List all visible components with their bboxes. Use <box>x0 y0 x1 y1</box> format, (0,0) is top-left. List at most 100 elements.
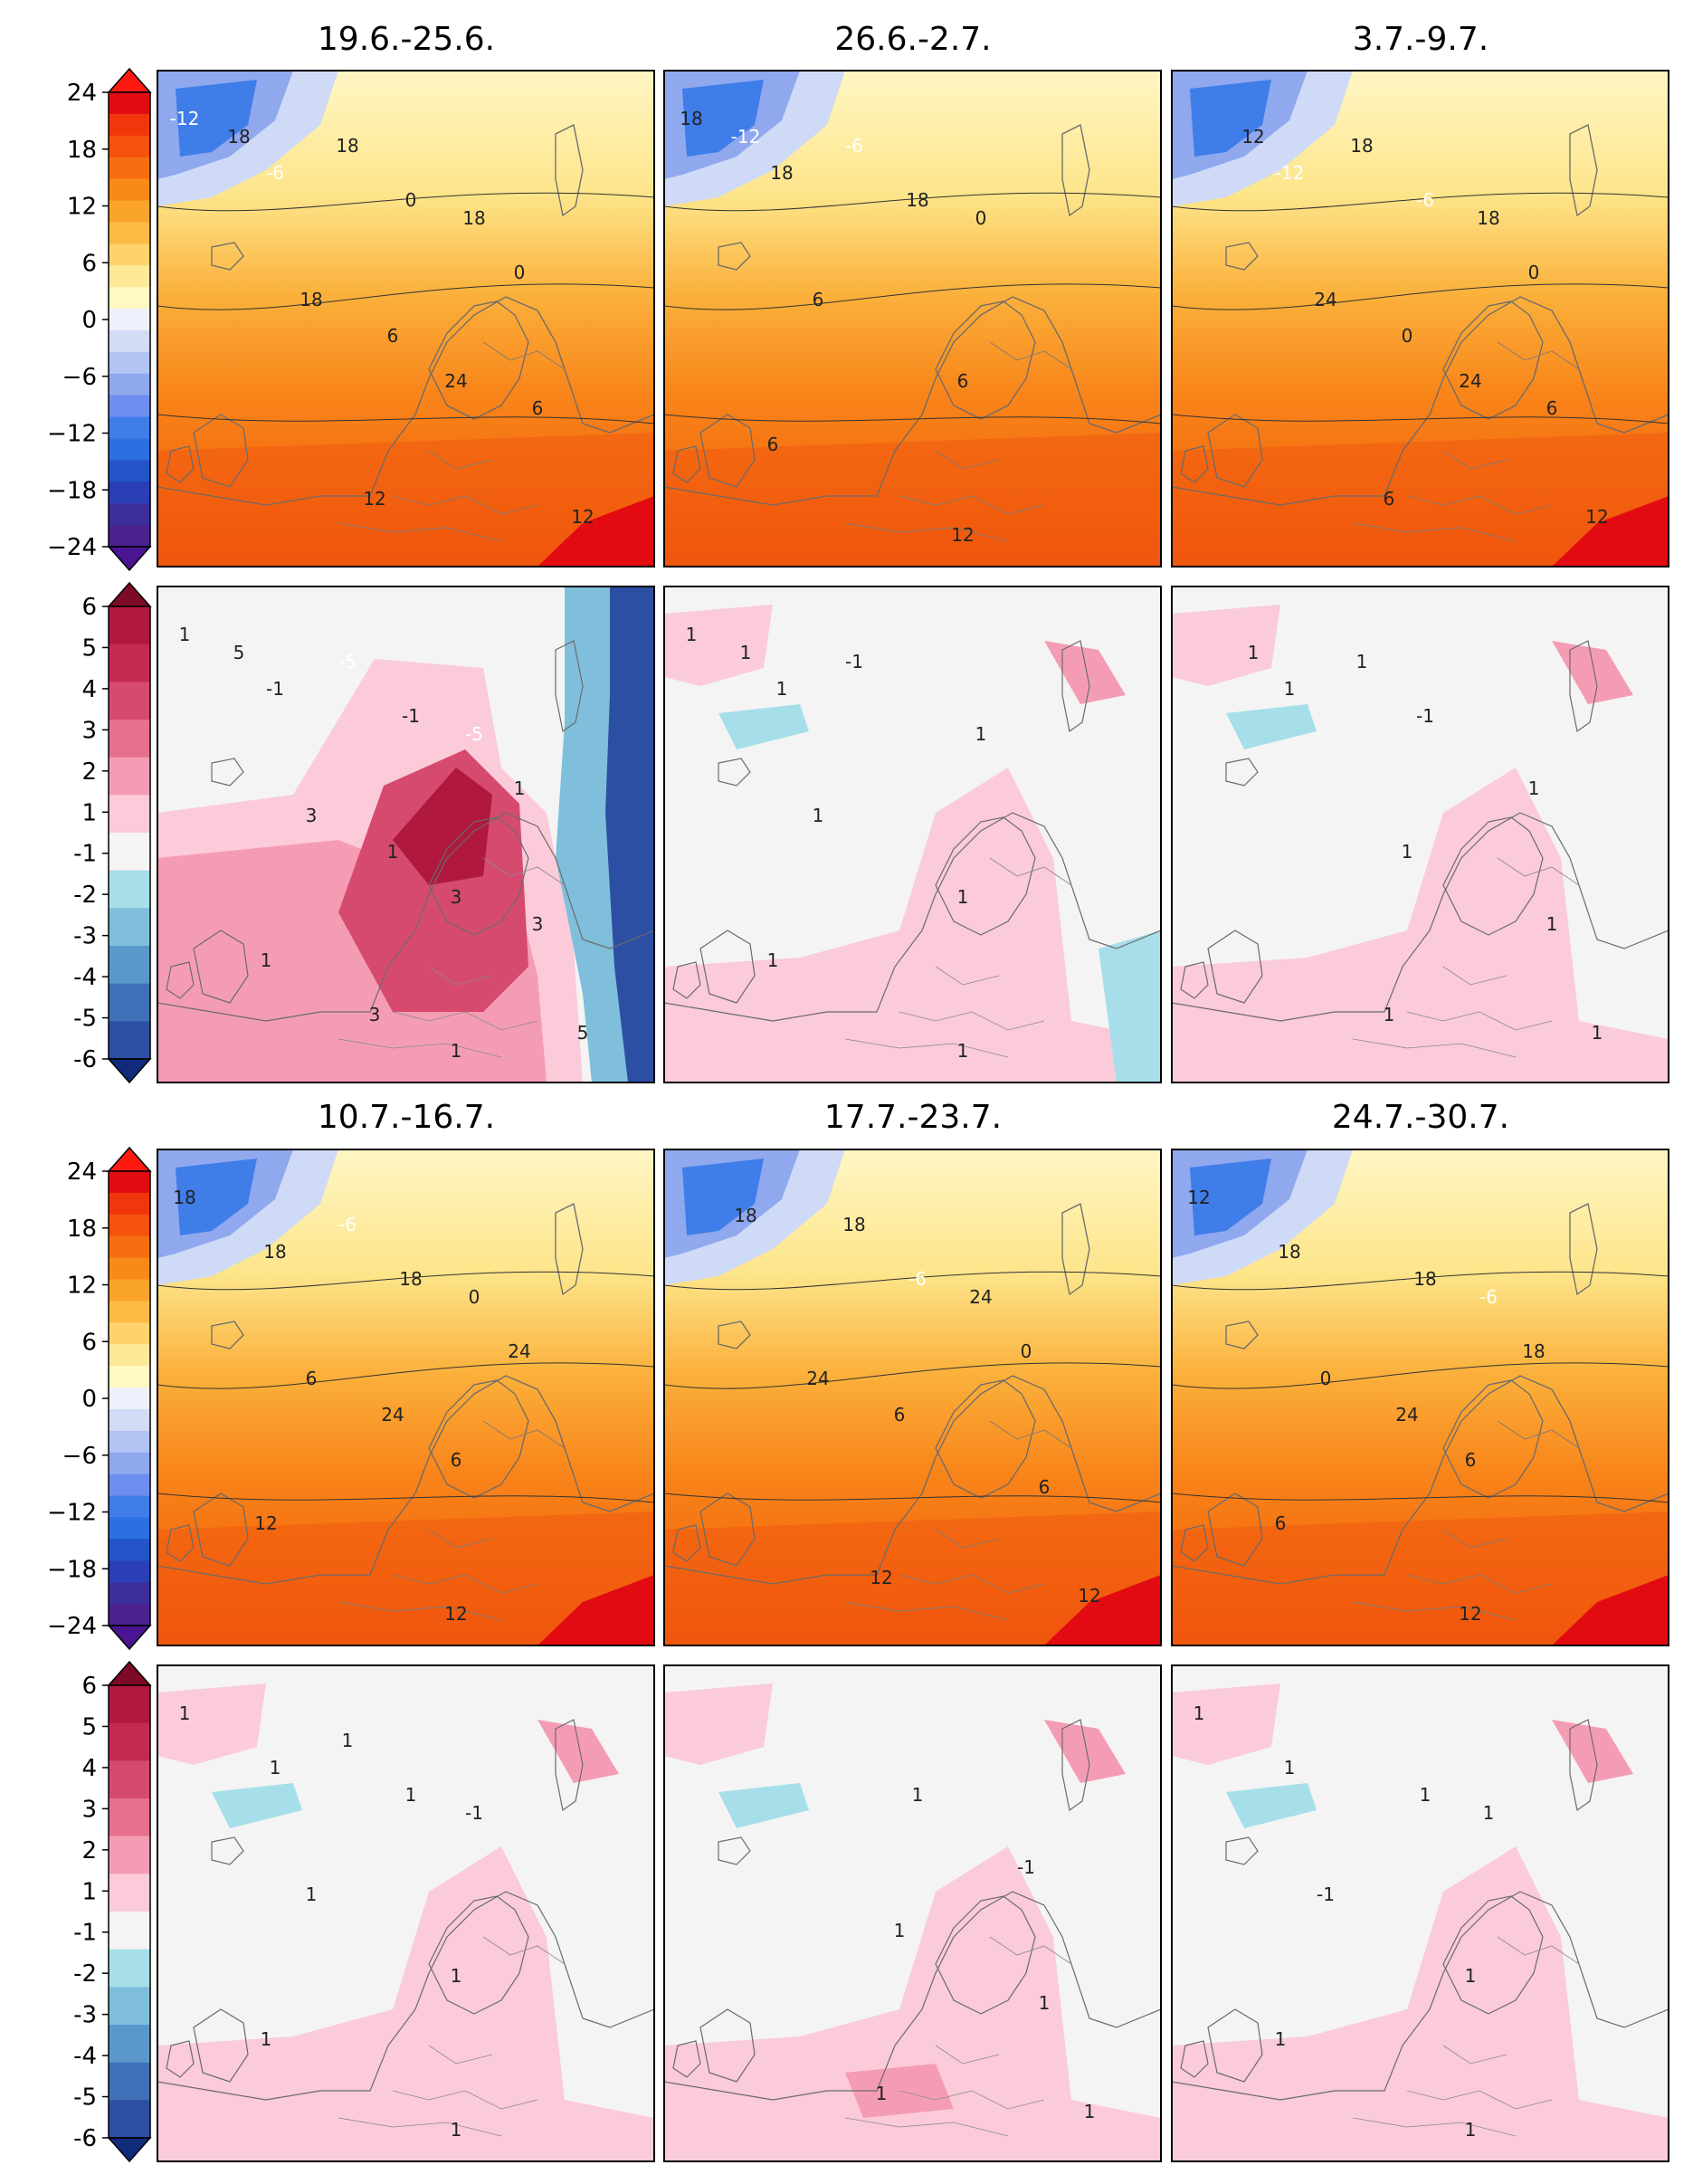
colorbar-tick-label: -2 <box>73 882 97 909</box>
colorbar-segment <box>109 1388 150 1410</box>
contour-label: 1 <box>270 1757 281 1779</box>
colorbar-segment <box>109 1874 150 1912</box>
coastline <box>935 1895 1036 2015</box>
colorbar-segment <box>109 606 150 645</box>
period-title-2: 26.6.-2.7. <box>834 21 991 58</box>
isotherm <box>157 414 654 424</box>
contour-label: 3 <box>532 913 544 935</box>
coastline <box>555 124 584 217</box>
colorbar-tick-label: −24 <box>47 1613 97 1640</box>
coastline <box>157 1891 654 2161</box>
colorbar-under-arrow <box>107 546 152 572</box>
contour-label: 1 <box>1528 777 1540 799</box>
anomaly-map-panel: 1 -1 1 1 1 1 1 1 <box>1171 1664 1669 2162</box>
contour-label: 1 <box>1465 2119 1477 2141</box>
contour-label: 24 <box>1395 1404 1418 1426</box>
contour-label: 1 <box>451 1040 462 1062</box>
isotherm <box>157 1362 654 1389</box>
contour-label: 1 <box>387 841 399 863</box>
greenland-cold-area <box>682 1159 764 1235</box>
contour-label: 0 <box>514 262 526 283</box>
colorbar-tick-label: 6 <box>81 250 97 277</box>
greenland-cold-area <box>176 1159 257 1235</box>
coastline <box>1172 812 1669 1082</box>
contour-label: 0 <box>1320 1368 1332 1389</box>
coastline <box>1207 2008 1263 2083</box>
contour-label: 5 <box>233 642 245 663</box>
coastline <box>428 816 529 936</box>
coastline <box>718 1836 751 1865</box>
coastline <box>672 445 701 483</box>
contour-label: 18 <box>173 1187 195 1208</box>
coastline <box>699 414 756 488</box>
colorbar-tick-label: -3 <box>73 2002 97 2029</box>
map-panels: -12 -6 0 0 6 6 12 12 18 18 18 18 24 1 -1 -1 1 1 3 3 5 5 -5 -5 3 3… <box>157 70 1669 2162</box>
colorbar-tick-label: 5 <box>81 1713 97 1741</box>
contour-label: 6 <box>532 397 544 419</box>
colorbar-segment <box>109 92 150 115</box>
colorbar-segment <box>109 1408 150 1432</box>
colorbar-segment <box>109 983 150 1022</box>
contour-label: 18 <box>1522 1340 1545 1362</box>
temperature-map-panel: -12 -6 0 6 6 6 12 18 18 18 <box>663 70 1162 567</box>
colorbar-over-arrow <box>107 581 152 607</box>
colorbar-segment <box>109 2025 150 2064</box>
coastline <box>428 1379 529 1499</box>
contour-label: 1 <box>1284 678 1296 700</box>
colorbar-tick-label: 18 <box>67 137 97 164</box>
colorbar-segment <box>109 644 150 682</box>
contour-label: 12 <box>1459 1603 1481 1625</box>
coastline <box>1569 1203 1598 1296</box>
coastline <box>1180 1524 1209 1562</box>
isotherm <box>664 283 1161 310</box>
contour-label: 24 <box>1459 370 1481 392</box>
colorbar-segment <box>109 329 150 353</box>
contour-label: 0 <box>469 1286 480 1308</box>
anomaly-map-panel: 1 -1 1 1 1 1 <box>663 1664 1162 2162</box>
colorbar-tick-label: −12 <box>47 421 97 448</box>
contour-label: -6 <box>1479 1286 1498 1308</box>
coastline <box>699 1493 756 1567</box>
coastline <box>1207 414 1263 488</box>
contour-label: 12 <box>1241 126 1264 148</box>
colorbar-tick-label: 4 <box>81 1755 97 1782</box>
contour-label: 24 <box>1314 289 1336 310</box>
cold-anomaly-area <box>718 704 809 749</box>
contour-label: 3 <box>369 1004 381 1025</box>
greenland-cold-area <box>1190 80 1271 157</box>
colorbar-tick-label: −12 <box>47 1500 97 1527</box>
temperature-map-panel: -6 0 6 6 12 12 18 18 24 24 <box>663 1149 1162 1646</box>
coastline <box>1442 1895 1544 2015</box>
contour-label: 6 <box>1546 397 1558 419</box>
colorbar-segment <box>109 525 150 548</box>
colorbar-segment <box>109 157 150 180</box>
contour-label: 1 <box>776 678 788 700</box>
colorbar-segment <box>109 1257 150 1281</box>
colorbar-tick-label: -6 <box>73 2125 97 2152</box>
colorbar-segment <box>109 1366 150 1388</box>
colorbar-over-arrow <box>107 67 152 93</box>
colorbar-segment <box>109 482 150 504</box>
colorbar-tick-label: 6 <box>81 1329 97 1356</box>
colorbar-segment <box>109 265 150 288</box>
greenland-cold-area <box>682 80 764 157</box>
colorbar-segment <box>109 1987 150 2026</box>
colorbar-segment <box>109 287 150 310</box>
isotherm <box>1172 283 1669 310</box>
contour-label: 1 <box>740 642 752 663</box>
coastline <box>166 1524 195 1562</box>
contour-label: 1 <box>1248 642 1260 663</box>
contour-label: 12 <box>444 1603 467 1625</box>
coastline <box>718 242 751 271</box>
coastline <box>428 300 529 420</box>
contour-label: -6 <box>266 162 284 184</box>
colorbar-segment <box>109 2062 150 2101</box>
contour-label: 1 <box>1194 1702 1205 1724</box>
contour-label: 24 <box>508 1340 530 1362</box>
colorbar-under-arrow <box>107 1058 152 1084</box>
contour-label: -12 <box>170 108 200 129</box>
period-title-6: 24.7.-30.7. <box>1332 1099 1509 1136</box>
isotherm <box>664 1493 1161 1503</box>
greenland-cold-area <box>1190 1159 1271 1235</box>
contour-label: 1 <box>894 1920 906 1941</box>
